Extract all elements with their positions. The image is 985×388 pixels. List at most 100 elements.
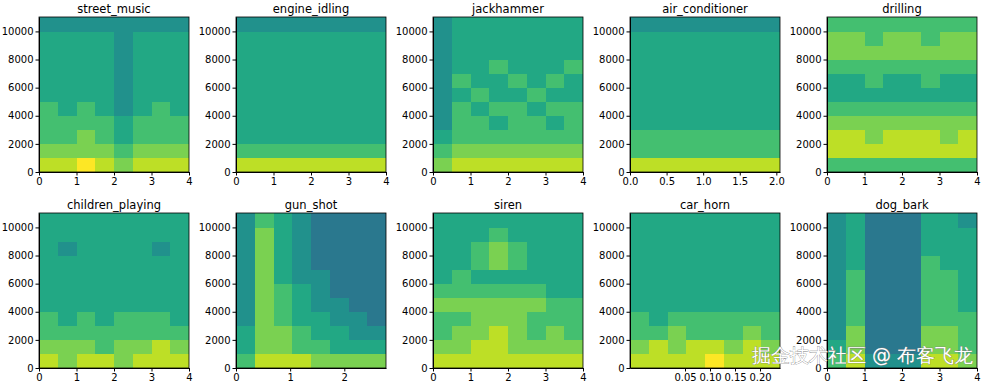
tick-label: 8000 — [205, 54, 230, 65]
cell — [686, 213, 705, 228]
cell — [958, 213, 977, 228]
cell — [152, 255, 171, 270]
cell — [433, 312, 452, 327]
cell — [940, 326, 959, 341]
cell — [77, 255, 96, 270]
cell — [846, 102, 865, 117]
tick-label: 6000 — [599, 278, 624, 289]
tick-label: 0 — [430, 372, 436, 383]
cell — [77, 144, 96, 159]
cell — [292, 298, 311, 313]
tick-label: 4000 — [8, 306, 33, 317]
cell — [649, 269, 668, 284]
cell — [921, 45, 940, 60]
tick-label: 0 — [430, 176, 436, 187]
cell — [489, 102, 508, 117]
cell — [349, 227, 368, 242]
cell — [668, 73, 687, 88]
tick-label: 1.0 — [696, 176, 712, 187]
cell — [433, 326, 452, 341]
tick-mark — [233, 116, 237, 117]
cell — [630, 326, 649, 341]
cell — [114, 354, 133, 368]
cell — [330, 130, 349, 145]
tick-mark — [233, 31, 237, 32]
cell — [330, 144, 349, 159]
cell — [883, 241, 902, 256]
cell — [77, 102, 96, 117]
cell — [311, 73, 330, 88]
cell — [114, 298, 133, 313]
cell — [846, 158, 865, 172]
cell — [433, 340, 452, 355]
cell — [311, 283, 330, 298]
cell — [508, 17, 527, 32]
cell — [39, 116, 58, 131]
cell — [508, 130, 527, 145]
cells — [236, 213, 386, 368]
cell — [527, 298, 546, 313]
cell — [940, 241, 959, 256]
cell — [452, 326, 471, 341]
tick-mark — [430, 340, 434, 341]
cell — [133, 130, 152, 145]
cell — [827, 102, 846, 117]
cell — [274, 87, 293, 102]
cell — [508, 144, 527, 159]
tick: 0 — [430, 172, 436, 187]
tick-label: 2000 — [599, 139, 624, 150]
cell — [133, 326, 152, 341]
tick-mark — [627, 368, 631, 369]
cell — [489, 326, 508, 341]
cell — [274, 31, 293, 46]
tick: 8000 — [8, 250, 39, 261]
cell — [133, 158, 152, 172]
cell — [452, 312, 471, 327]
cell — [846, 59, 865, 74]
cell — [330, 269, 349, 284]
cell — [827, 227, 846, 242]
cell — [114, 17, 133, 32]
title: siren — [494, 198, 522, 212]
x-axis: 01234 — [233, 172, 389, 187]
cell — [940, 31, 959, 46]
cell — [311, 87, 330, 102]
cell — [133, 283, 152, 298]
tick-mark — [824, 340, 828, 341]
cell — [330, 312, 349, 327]
tick: 2 — [111, 172, 117, 187]
cell — [668, 227, 687, 242]
cell — [433, 269, 452, 284]
cell — [311, 241, 330, 256]
cell — [367, 241, 386, 256]
tick-label: 4000 — [8, 110, 33, 121]
cell — [827, 283, 846, 298]
cell — [133, 87, 152, 102]
cell — [649, 326, 668, 341]
cell — [95, 354, 114, 368]
panel: 0.00.51.01.52.00200040006000800010000air… — [593, 2, 785, 187]
tick-label: 8000 — [599, 250, 624, 261]
cell — [274, 59, 293, 74]
cell — [58, 255, 77, 270]
tick-label: 0.15 — [724, 372, 746, 383]
cell — [649, 340, 668, 355]
cell — [255, 31, 274, 46]
cell — [471, 130, 490, 145]
cell — [133, 213, 152, 228]
cell — [564, 59, 583, 74]
cell — [114, 59, 133, 74]
cell — [152, 17, 171, 32]
tick: 2 — [899, 172, 905, 187]
cell — [452, 158, 471, 172]
x-axis: 0.00.51.01.52.0 — [623, 172, 785, 187]
cell — [39, 340, 58, 355]
cell — [114, 340, 133, 355]
tick-mark — [36, 312, 40, 313]
cell — [58, 340, 77, 355]
cell — [489, 312, 508, 327]
cell — [564, 45, 583, 60]
cell — [564, 213, 583, 228]
cell — [95, 116, 114, 131]
cell — [564, 354, 583, 368]
